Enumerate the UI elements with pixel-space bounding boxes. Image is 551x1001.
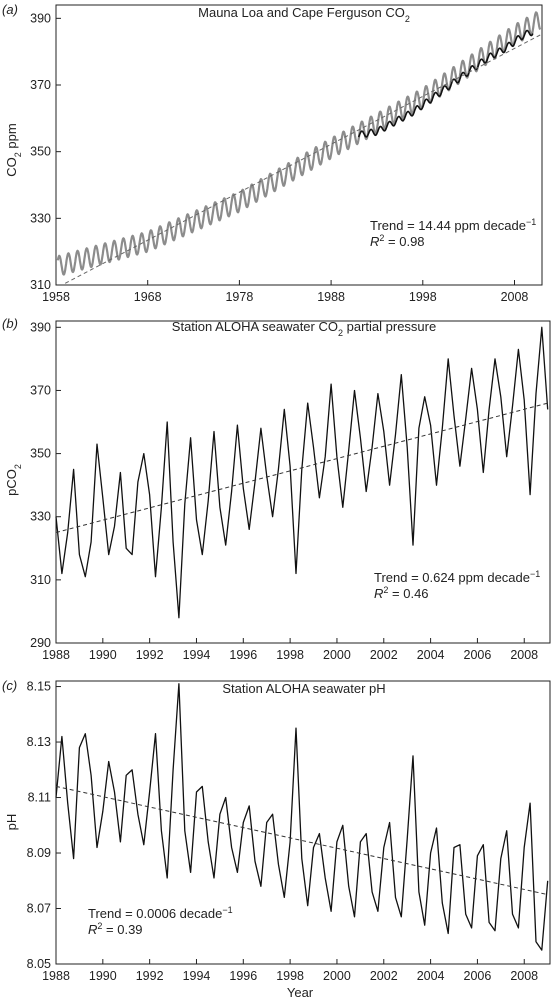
panel-a-ytick-label: 370 — [30, 78, 51, 92]
panel-b-label: (b) — [2, 316, 18, 331]
panel-c-ytick-label: 8.11 — [28, 791, 51, 805]
panel-c-title: Station ALOHA seawater pH — [222, 681, 385, 696]
panel-b-xtick-label: 2000 — [323, 648, 351, 662]
panel-c-xtick-label: 1996 — [229, 969, 257, 983]
panel-b-ytick-label: 370 — [30, 383, 51, 397]
panel-c-xtick-label: 2004 — [417, 969, 445, 983]
panel-a-xtick-label: 1968 — [134, 290, 162, 304]
panel-a-xtick-label: 1988 — [317, 290, 345, 304]
panel-c-ytick-label: 8.05 — [27, 957, 51, 971]
panel-c-xtick-label: 2006 — [464, 969, 492, 983]
panel-c-data-line — [55, 683, 549, 951]
panel-a-ytick-label: 310 — [30, 278, 51, 292]
panel-b-title: Station ALOHA seawater CO2 partial press… — [172, 319, 436, 338]
panel-b-xtick-label: 1998 — [276, 648, 304, 662]
panel-b-data-line — [55, 326, 549, 619]
panel-a-series — [56, 11, 542, 284]
panel-b-xtick-label: 2008 — [510, 648, 538, 662]
panel-a-ticks: 1958 1968 1978 1988 1998 2008 310 330 350 370 390 — [30, 11, 528, 304]
panel-c-xtick-label: 1988 — [42, 969, 70, 983]
panel-a-plot-area — [55, 4, 543, 286]
panel-c-r2-text: R2 = 0.39 — [88, 921, 143, 937]
panel-b-plot-area — [55, 320, 551, 644]
panel-b-xtick-label: 1992 — [136, 648, 164, 662]
panel-b-xtick-label: 2002 — [370, 648, 398, 662]
panel-a-xtick-label: 1958 — [42, 290, 70, 304]
panel-a-ylabel: CO2 ppm — [4, 123, 23, 176]
panel-c-label: (c) — [2, 678, 17, 693]
panel-a-label: (a) — [2, 2, 18, 17]
panel-c-ylabel: pH — [4, 814, 19, 831]
panel-b-ylabel: pCO2 — [4, 464, 23, 496]
panel-c: (c) Station ALOHA seawater pH pH 1988 199… — [2, 678, 551, 1000]
panel-b-xtick-label: 2004 — [417, 648, 445, 662]
panel-b-ytick-label: 330 — [30, 510, 51, 524]
panel-a-trend-text: Trend = 14.44 ppm decade−1 — [370, 217, 536, 233]
panel-a-ytick-label: 350 — [30, 145, 51, 159]
panel-b-ticks: 1988 1990 1992 1994 1996 1998 2000 2002 2004 2006… — [30, 320, 538, 662]
panel-a-r2-text: R2 = 0.98 — [370, 233, 425, 249]
panel-c-trend-text: Trend = 0.0006 decade−1 — [88, 905, 233, 921]
panel-c-xtick-label: 1998 — [276, 969, 304, 983]
panel-a-trend-line — [64, 34, 541, 284]
panel-b-xtick-label: 1988 — [42, 648, 70, 662]
panel-c-xtick-label: 2008 — [510, 969, 538, 983]
panel-c-xlabel: Year — [287, 985, 314, 1000]
panel-a-title: Mauna Loa and Cape Ferguson CO2 — [198, 5, 410, 24]
panel-a: (a) Mauna Loa and Cape Ferguson CO2 CO2 … — [2, 2, 543, 304]
panel-c-xtick-label: 1992 — [136, 969, 164, 983]
panel-a-ytick-label: 330 — [30, 211, 51, 225]
panel-c-trend-line — [55, 785, 548, 896]
panel-c-ticks: 1988 1990 1992 1994 1996 1998 2000 2002 2004 2006… — [27, 680, 539, 983]
panel-c-ytick-label: 8.15 — [27, 680, 51, 694]
panel-a-detail-line — [357, 29, 534, 138]
panel-b-xtick-label: 1996 — [229, 648, 257, 662]
panel-b-r2-text: R2 = 0.46 — [374, 585, 429, 601]
panel-b-trend-line — [55, 402, 548, 533]
panel-c-xtick-label: 2002 — [370, 969, 398, 983]
panel-c-series — [55, 683, 549, 951]
panel-b-series — [55, 326, 549, 619]
panel-a-seasonal-line — [56, 11, 542, 276]
panel-c-plot-area — [55, 680, 551, 965]
panel-c-ytick-label: 8.09 — [27, 846, 51, 860]
panel-b-xtick-label: 2006 — [464, 648, 492, 662]
panel-a-ytick-label: 390 — [30, 11, 51, 25]
panel-c-xtick-label: 1994 — [183, 969, 211, 983]
panel-c-xtick-label: 2000 — [323, 969, 351, 983]
panel-a-xtick-label: 1978 — [225, 290, 253, 304]
panel-c-xtick-label: 1990 — [89, 969, 117, 983]
panel-b-trend-text: Trend = 0.624 ppm decade−1 — [374, 569, 540, 585]
panel-b-xtick-label: 1994 — [183, 648, 211, 662]
panel-b-ytick-label: 350 — [30, 447, 51, 461]
panel-b-ytick-label: 310 — [30, 573, 51, 587]
panel-b-xtick-label: 1990 — [89, 648, 117, 662]
panel-a-xtick-label: 1998 — [409, 290, 437, 304]
panel-a-xtick-label: 2008 — [501, 290, 529, 304]
panel-b-ytick-label: 390 — [30, 320, 51, 334]
panel-c-ytick-label: 8.07 — [27, 902, 51, 916]
panel-b: (b) Station ALOHA seawater CO2 partial p… — [2, 316, 551, 662]
panel-b-ytick-label: 290 — [30, 636, 51, 650]
panel-c-ytick-label: 8.13 — [27, 735, 51, 749]
